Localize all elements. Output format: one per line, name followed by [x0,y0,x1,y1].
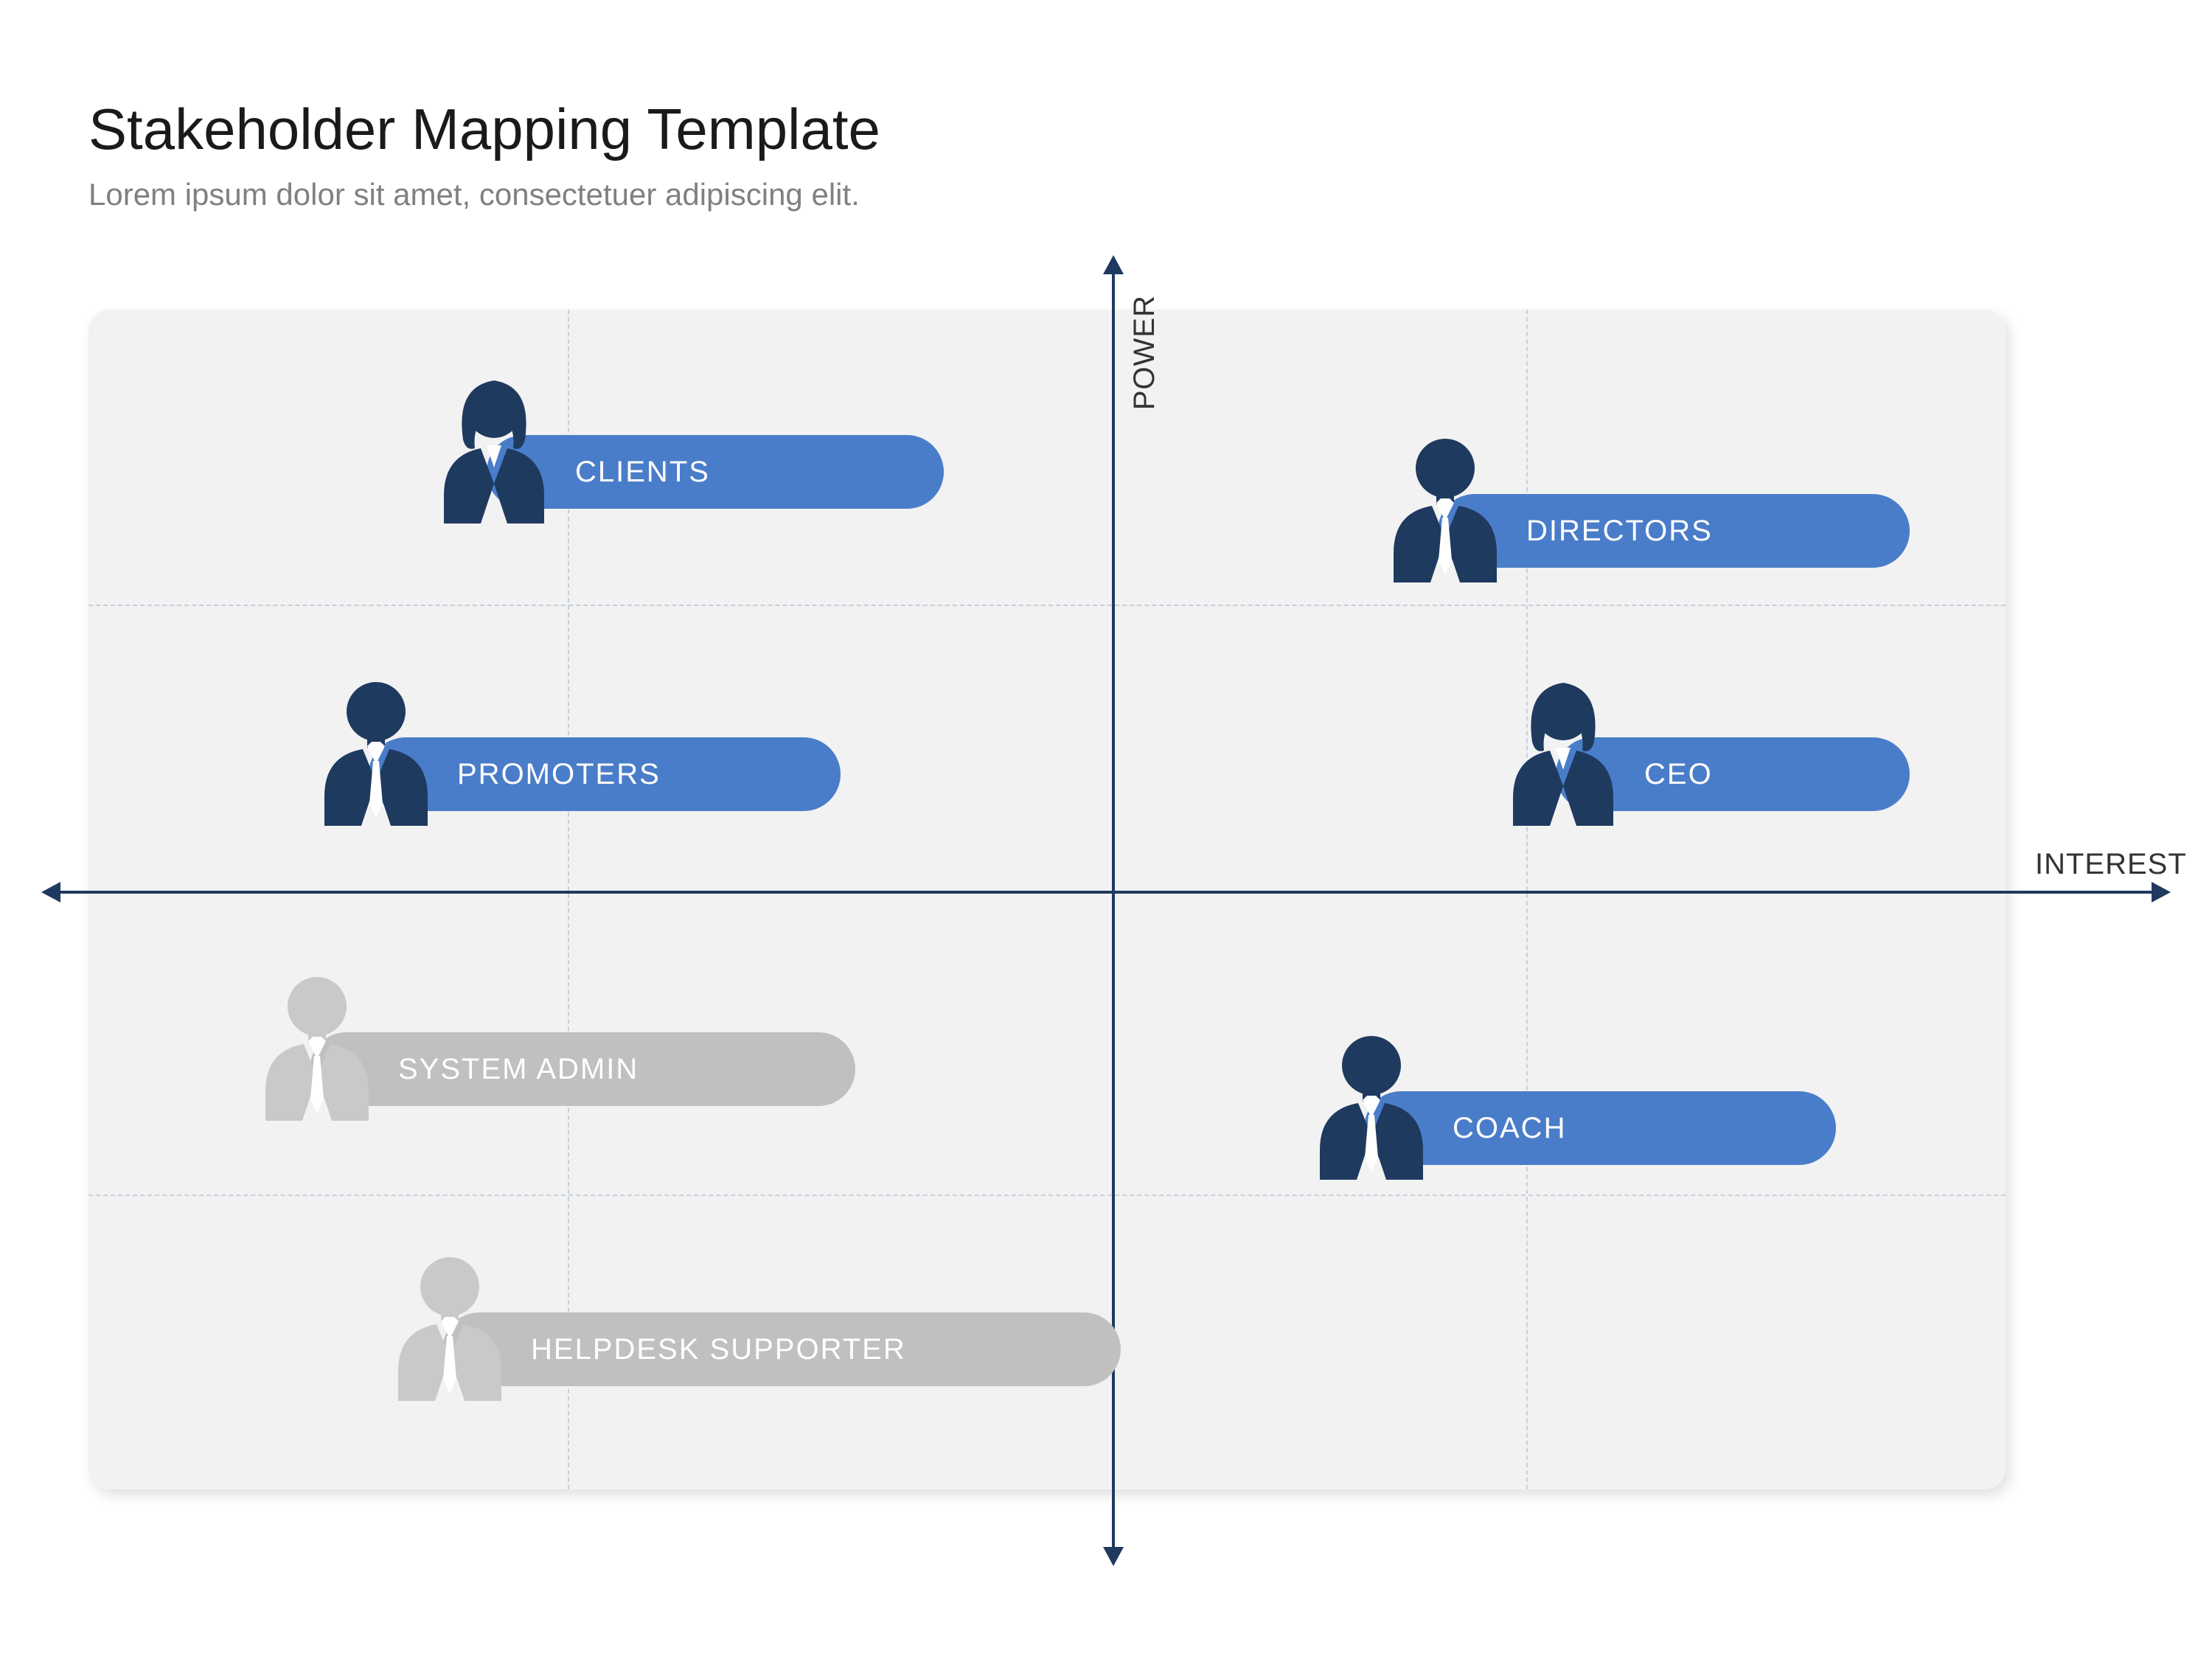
stakeholder-label: HELPDESK SUPPORTER [531,1333,906,1366]
person-icon [1497,671,1630,826]
person-icon [251,966,383,1121]
arrow-up-icon [1103,255,1124,274]
person-icon [1305,1025,1438,1180]
stakeholder-sysadmin: SYSTEM ADMIN [251,966,855,1121]
stakeholder-label: COACH [1453,1112,1566,1145]
stakeholder-label-pill: HELPDESK SUPPORTER [442,1312,1121,1386]
person-icon [310,671,442,826]
y-axis-label: POWER [1128,295,1161,410]
grid-h-line [88,605,2006,606]
stakeholder-ceo: CEO [1497,671,1910,826]
arrow-right-icon [2152,882,2171,902]
stakeholder-label: CLIENTS [575,456,710,489]
stakeholder-label: SYSTEM ADMIN [398,1053,639,1086]
x-axis-label: INTEREST [2035,848,2187,881]
stakeholder-label-pill: SYSTEM ADMIN [310,1032,855,1106]
x-axis [59,891,2153,894]
grid-h-line [88,1194,2006,1196]
stakeholder-directors: DIRECTORS [1379,428,1910,582]
stakeholder-helpdesk: HELPDESK SUPPORTER [383,1246,1121,1401]
stakeholder-promoters: PROMOTERS [310,671,841,826]
stakeholder-coach: COACH [1305,1025,1836,1180]
person-icon [428,369,560,524]
person-icon [383,1246,516,1401]
stakeholder-label: PROMOTERS [457,758,661,791]
arrow-down-icon [1103,1547,1124,1566]
stakeholder-label: DIRECTORS [1526,515,1713,548]
stakeholder-label: CEO [1644,758,1713,791]
slide: Stakeholder Mapping Template Lorem ipsum… [0,0,2212,1659]
arrow-left-icon [41,882,60,902]
slide-subtitle: Lorem ipsum dolor sit amet, consectetuer… [88,177,860,212]
stakeholder-clients: CLIENTS [428,369,944,524]
person-icon [1379,428,1512,582]
slide-title: Stakeholder Mapping Template [88,96,880,163]
